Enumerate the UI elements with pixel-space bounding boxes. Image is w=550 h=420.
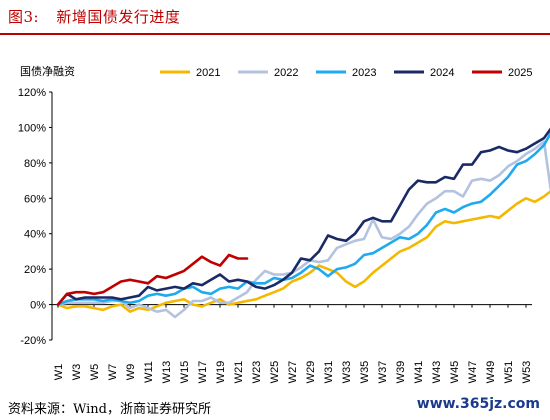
x-tick-label: W3 xyxy=(71,364,83,381)
x-tick-label: W15 xyxy=(179,361,191,384)
legend-label-2022: 2022 xyxy=(274,67,298,79)
y-tick-label: 120% xyxy=(18,87,46,99)
x-tick-label: W9 xyxy=(125,364,137,381)
x-tick-label: W5 xyxy=(89,364,101,381)
legend-label-2021: 2021 xyxy=(196,67,220,79)
x-tick-label: W37 xyxy=(377,361,389,384)
x-tick-label: W7 xyxy=(107,364,119,381)
y-tick-label: 100% xyxy=(18,122,46,134)
y-tick-label: 40% xyxy=(24,229,46,241)
x-tick-label: W1 xyxy=(53,364,65,381)
series-layer xyxy=(56,127,550,319)
series-line-2024 xyxy=(56,127,550,306)
watermark: www.365jz.com xyxy=(412,396,544,412)
x-tick-label: W31 xyxy=(323,361,335,384)
legend: 2021 2022 2023 2024 2025 xyxy=(160,67,532,79)
axes-layer: -20% 0% 20% 40% 60% 80% 100% 120% W1 W3 W5 W7 W9 W11 W… xyxy=(18,87,533,383)
series-line-2025 xyxy=(56,253,249,306)
series-line-2023 xyxy=(56,131,550,306)
legend-label-2024: 2024 xyxy=(430,67,454,79)
x-tick-label: W53 xyxy=(521,361,533,384)
source-note: 资料来源：Wind，浙商证券研究所 xyxy=(8,402,211,417)
x-tick-label: W39 xyxy=(395,361,407,384)
x-tick-label: W23 xyxy=(251,361,263,384)
x-tick-label: W43 xyxy=(431,361,443,384)
x-tick-label: W51 xyxy=(503,361,515,384)
figure-title: 图3: 新增国债发行进度 xyxy=(8,6,180,27)
x-tick-label: W29 xyxy=(305,361,317,384)
x-tick-label: W25 xyxy=(269,361,281,384)
x-tick-label: W45 xyxy=(449,361,461,384)
x-tick-label: W27 xyxy=(287,361,299,384)
x-tick-label: W19 xyxy=(215,361,227,384)
x-tick-label: W13 xyxy=(161,361,173,384)
legend-label-2023: 2023 xyxy=(352,67,376,79)
figure-title-text: 新增国债发行进度 xyxy=(56,8,181,26)
y-tick-label: 60% xyxy=(24,193,46,205)
series-line-2022 xyxy=(56,140,550,319)
x-tick-label: W41 xyxy=(413,361,425,384)
figure-number: 图3: xyxy=(8,8,40,26)
x-tick-label: W11 xyxy=(143,361,155,383)
x-tick-label: W17 xyxy=(197,361,209,384)
y-tick-label: 80% xyxy=(24,158,46,170)
y-axis-label: 国债净融资 xyxy=(20,64,75,78)
x-tick-label: W47 xyxy=(467,361,479,384)
y-tick-label: 20% xyxy=(24,264,46,276)
y-tick-label: -20% xyxy=(20,335,46,347)
x-tick-label: W21 xyxy=(233,361,245,384)
x-tick-label: W33 xyxy=(341,361,353,384)
legend-label-2025: 2025 xyxy=(508,67,532,79)
x-tick-label: W35 xyxy=(359,361,371,384)
x-tick-label: W49 xyxy=(485,361,497,384)
title-divider xyxy=(0,33,550,35)
y-tick-label: 0% xyxy=(30,300,46,312)
